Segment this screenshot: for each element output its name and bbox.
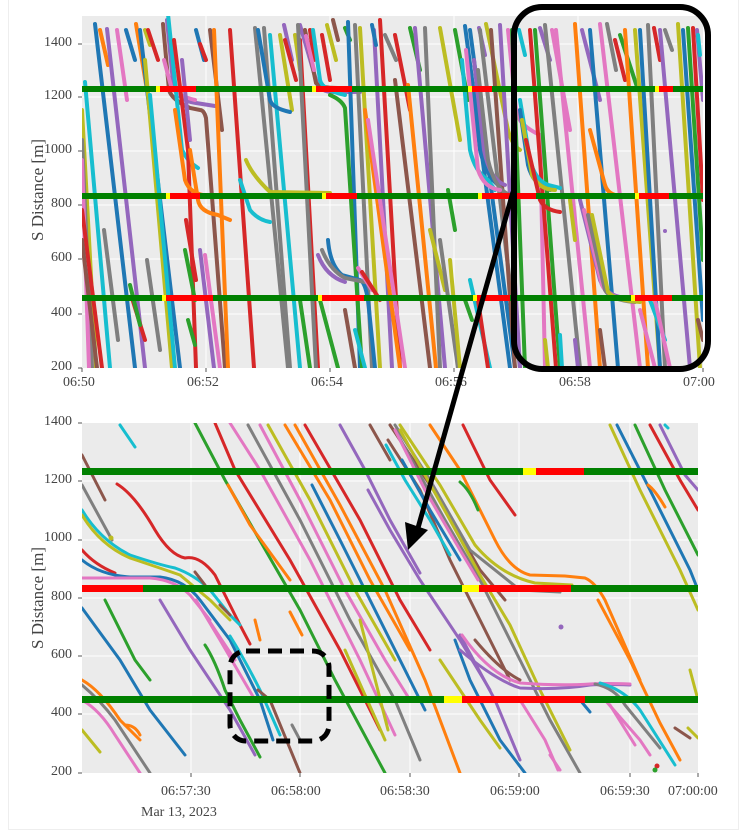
top-ytick-200: 200 — [51, 359, 72, 374]
bottom-ytick-1000: 1000 — [44, 530, 72, 545]
top-xtick-0700: 07:00 — [683, 375, 715, 390]
top-signal-450 — [82, 295, 703, 301]
bottom-signal-450 — [82, 696, 698, 703]
top-signal-830 — [82, 193, 703, 199]
bottom-xtick-065900: 06:59:00 — [490, 784, 540, 799]
top-plot-area — [78, 16, 704, 372]
zoom-region-box — [511, 4, 711, 372]
bottom-plot-area — [78, 422, 699, 777]
bottom-date-label: Mar 13, 2023 — [141, 805, 217, 820]
top-ytick-800: 800 — [51, 196, 72, 211]
bottom-ytick-1200: 1200 — [44, 472, 72, 487]
bottom-xtick-065730: 06:57:30 — [161, 784, 211, 799]
bottom-ytick-600: 600 — [51, 647, 72, 662]
bottom-ytick-1400: 1400 — [44, 414, 72, 429]
bottom-gridlines — [82, 423, 698, 773]
top-xtick-0658: 06:58 — [559, 375, 591, 390]
bottom-ytick-200: 200 — [51, 764, 72, 779]
highlight-dashed-box — [227, 648, 332, 744]
bottom-xtick-065930: 06:59:30 — [600, 784, 650, 799]
bottom-xtick-065800: 06:58:00 — [271, 784, 321, 799]
bottom-ytick-400: 400 — [51, 705, 72, 720]
top-xtick-0652: 06:52 — [187, 375, 219, 390]
top-xtick-0650: 06:50 — [63, 375, 95, 390]
bottom-ytick-800: 800 — [51, 589, 72, 604]
bottom-xtick-065830: 06:58:30 — [380, 784, 430, 799]
bottom-signal-1230 — [82, 468, 698, 475]
bottom-xtick-070000: 07:00:00 — [668, 784, 718, 799]
top-ytick-1400: 1400 — [44, 35, 72, 50]
top-ytick-400: 400 — [51, 305, 72, 320]
top-ytick-1200: 1200 — [44, 88, 72, 103]
bottom-trajectories — [82, 423, 698, 773]
top-ytick-600: 600 — [51, 250, 72, 265]
zoom-arrow — [405, 191, 516, 550]
bottom-signal-830 — [82, 585, 698, 592]
top-xtick-0654: 06:54 — [311, 375, 343, 390]
top-ytick-1000: 1000 — [44, 142, 72, 157]
top-signal-1230 — [82, 86, 703, 92]
